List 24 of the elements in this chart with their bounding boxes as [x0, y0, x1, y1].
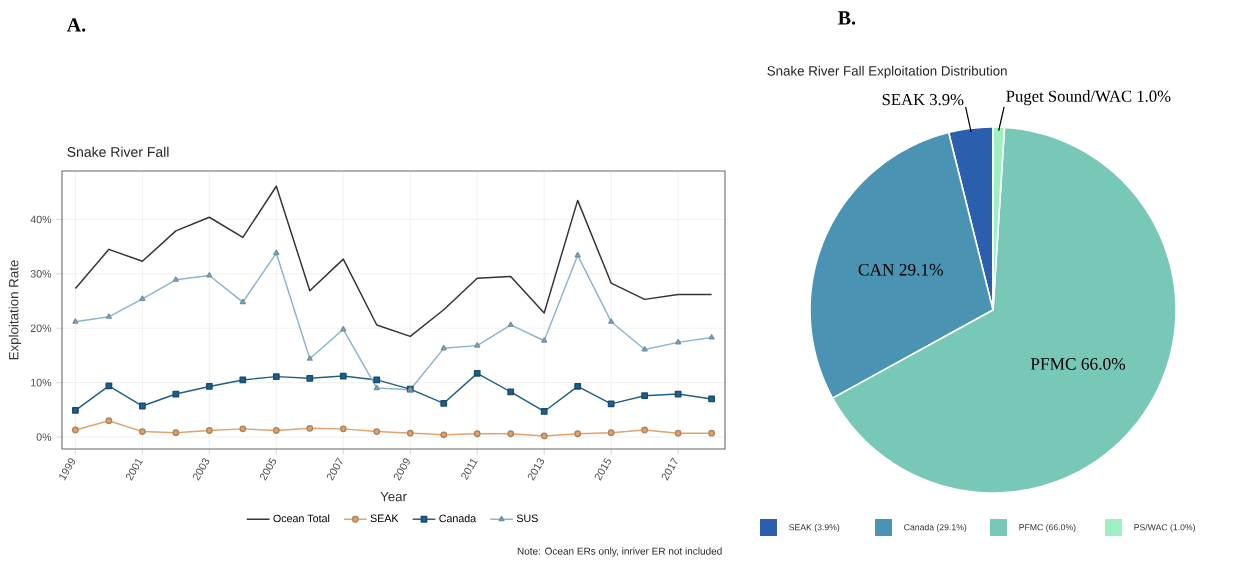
data-label: Puget Sound/WAC 1.0%: [1006, 90, 1171, 106]
chart-title: Snake River Fall: [67, 146, 169, 157]
legend-label: SEAK (3.9%): [789, 523, 840, 533]
data-label: SEAK 3.9%: [882, 93, 964, 106]
y-tick-label: 10%: [31, 378, 52, 387]
legend-label: Canada: [439, 514, 477, 523]
y-tick-label: 0%: [36, 433, 52, 441]
y-tick-label: 20%: [30, 324, 52, 332]
legend-label: Ocean Total: [273, 514, 330, 523]
legend-label: SEAK: [370, 514, 399, 523]
legend-label: PFMC (66.0%): [1019, 523, 1076, 533]
text: A.: [66, 18, 86, 32]
x-axis-title: Year: [380, 491, 407, 502]
legend-label: SUS: [516, 514, 538, 523]
chart-title: Snake River Fall Exploitation Distribution: [767, 65, 1007, 79]
text: B.: [838, 11, 856, 25]
y-tick-label: 30%: [30, 270, 52, 278]
y-axis-title: Exploitation Rate: [8, 260, 22, 360]
text: Note: Ocean ERs only, inriver ER not included: [517, 547, 722, 557]
legend-label: Canada (29.1%): [904, 523, 967, 533]
y-tick-label: 40%: [30, 215, 52, 224]
legend-label: PS/WAC (1.0%): [1134, 523, 1195, 533]
data-label: CAN 29.1%: [858, 263, 943, 276]
data-label: PFMC 66.0%: [1030, 358, 1126, 370]
